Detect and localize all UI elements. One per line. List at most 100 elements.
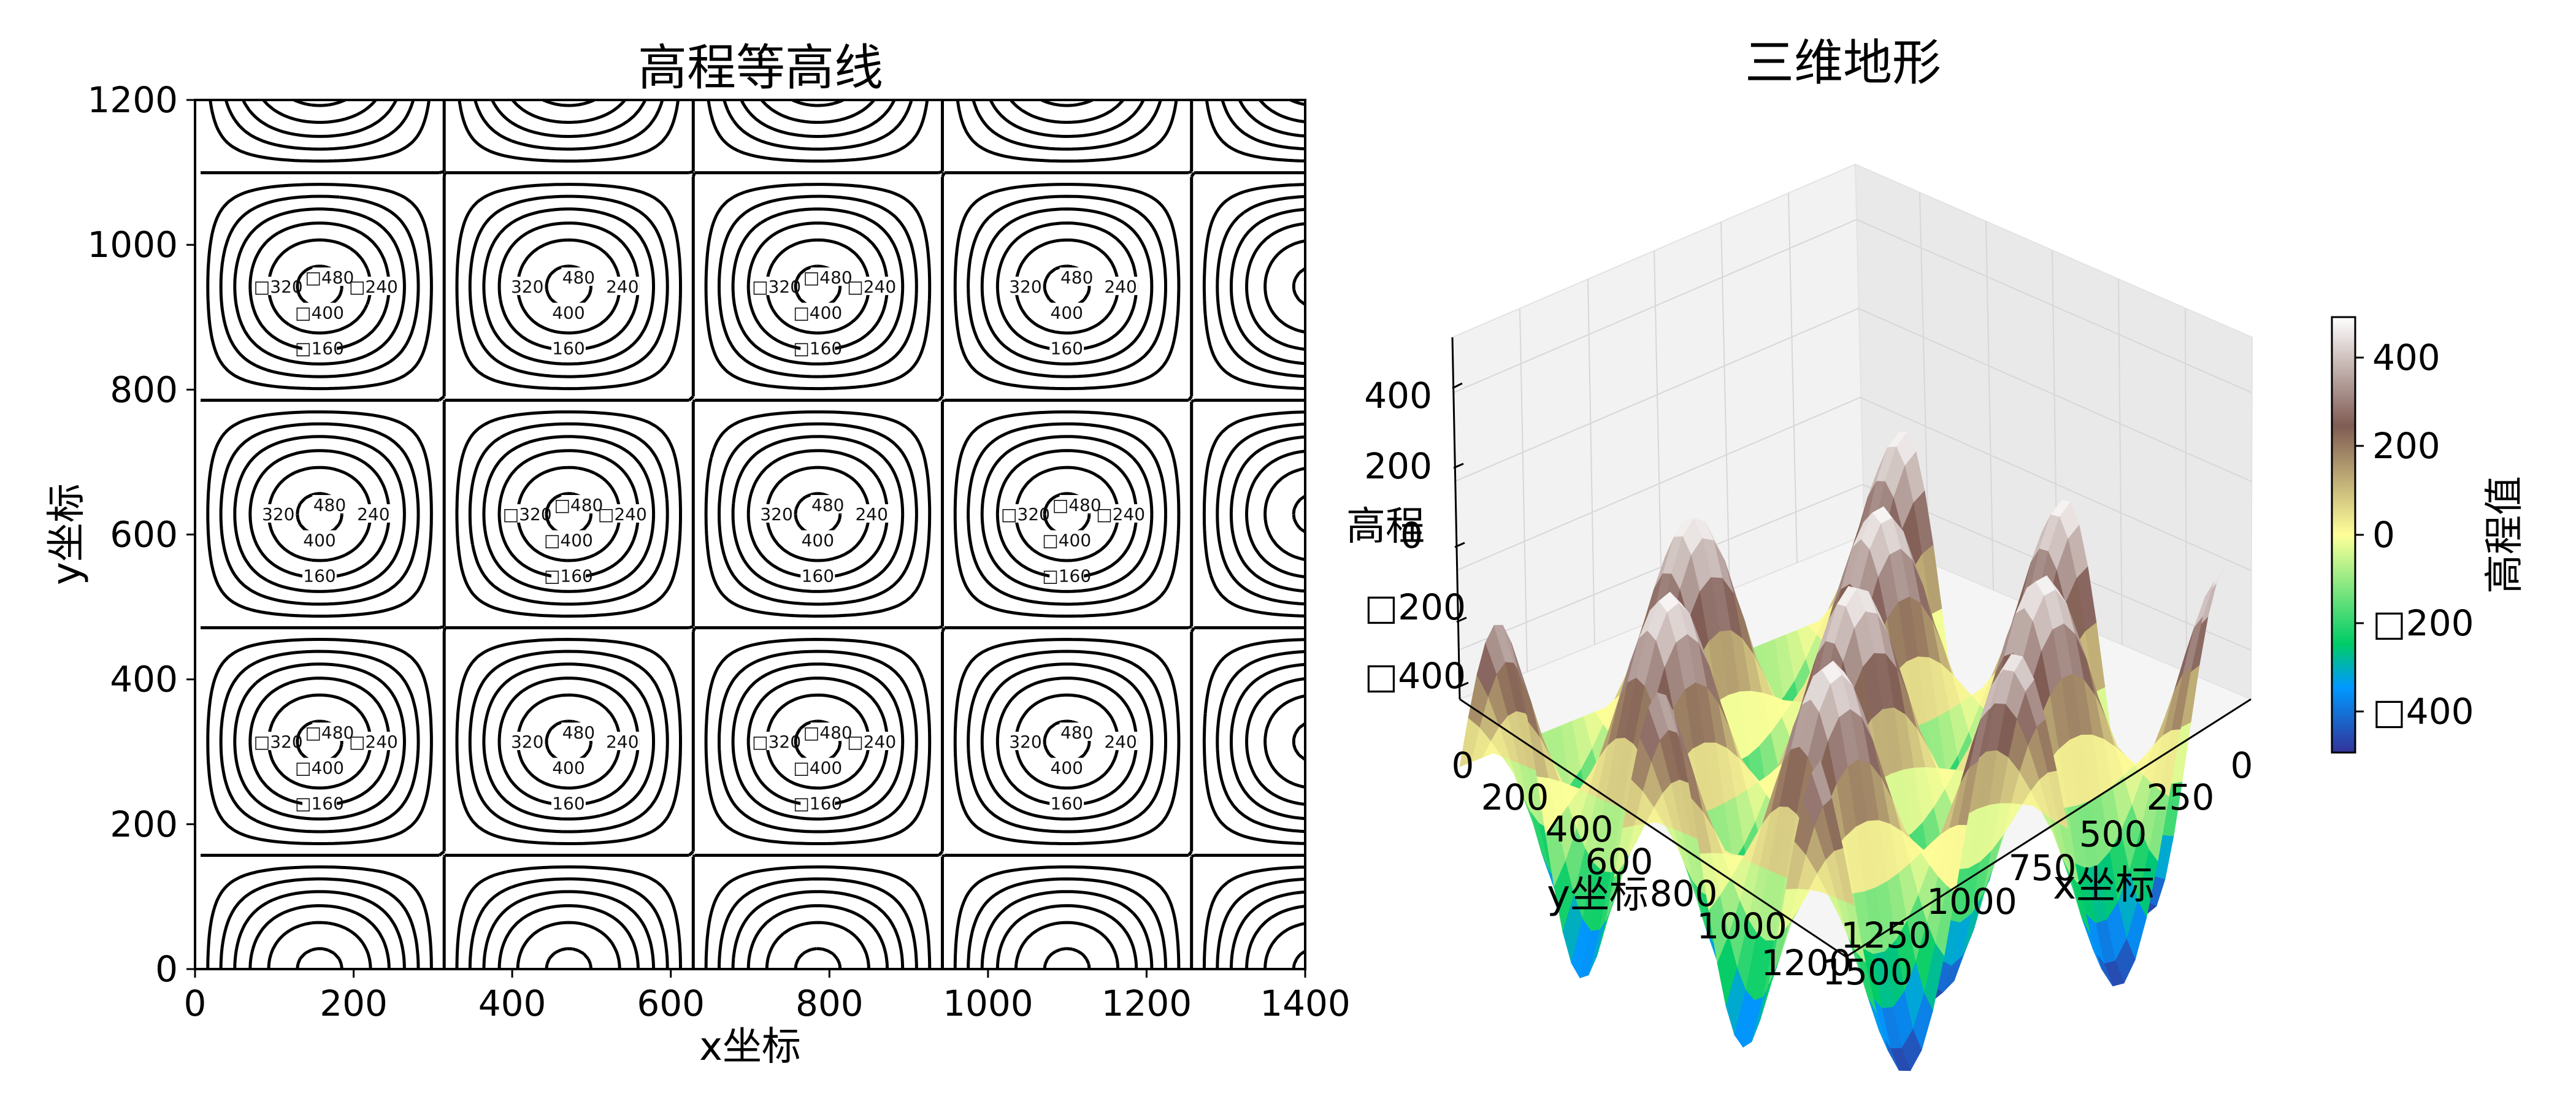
- x3d-tick-label: 0: [2231, 745, 2253, 786]
- contour-label-bg: [261, 277, 296, 296]
- z-tick-label: □400: [1364, 655, 1466, 697]
- contour-label-bg: [800, 565, 835, 585]
- contour-line--240: [233, 99, 1306, 970]
- contour-line-0: [201, 100, 1305, 969]
- contour-label-bg: [1049, 757, 1084, 776]
- contour-lines: [201, 98, 1306, 970]
- contour-label: □480: [554, 495, 603, 515]
- contour-label: □320: [752, 732, 801, 752]
- contour-label-bg: [1008, 277, 1043, 296]
- contour-label-bg: [1103, 504, 1138, 523]
- contour-label-bg: [561, 495, 596, 514]
- y-tick-label: 200: [110, 803, 178, 845]
- contour-label: □320: [503, 504, 552, 524]
- contour-label-bg: [356, 504, 391, 523]
- contour-label: 240: [1104, 732, 1137, 752]
- contour-label-bg: [510, 277, 545, 296]
- contour-label: □480: [305, 723, 354, 743]
- x-tick-label: 200: [320, 983, 388, 1024]
- contour-label-bg: [302, 338, 337, 357]
- contour-line-480: [296, 264, 1306, 970]
- contour-label-bg: [759, 504, 794, 523]
- contour-label: 400: [303, 531, 335, 551]
- contour-label-bg: [1008, 504, 1043, 523]
- y3d-axis-label: y坐标: [1547, 872, 1649, 918]
- contour-label: □400: [544, 531, 593, 551]
- colorbar-tick-label: □200: [2372, 602, 2474, 644]
- y3d-tick-label: 800: [1650, 873, 1718, 914]
- contour-label-bg: [551, 793, 586, 812]
- x3d-tick-label: 1250: [1841, 914, 1931, 956]
- surface-chart: 三维地形: [1346, 34, 2253, 1071]
- contour-label: 320: [262, 504, 294, 524]
- x3d-tick-label: 1500: [1822, 951, 1913, 993]
- surface-facet: [1811, 760, 1832, 807]
- contour-label: 320: [511, 732, 543, 752]
- colorbar-tick-label: 200: [2372, 425, 2440, 467]
- y-tick-label: 800: [110, 369, 178, 410]
- colorbar-tick-label: 400: [2372, 337, 2440, 378]
- contour-chart: 高程等高线 □160 □240 □320 □400 □480 160 240 320 400 48…: [44, 39, 1351, 1070]
- contour-label-bg: [561, 722, 596, 741]
- y3d-tick-label: 1000: [1696, 905, 1787, 947]
- contour-label-bg: [551, 757, 586, 776]
- colorbar: 400 200 0 □200 □400 高程值: [2331, 316, 2528, 754]
- x-tick-label: 400: [478, 983, 546, 1024]
- x3d-tick-label: 750: [2009, 847, 2077, 889]
- contour-label: □160: [295, 793, 344, 813]
- contour-y-axis-label: y坐标: [44, 483, 90, 585]
- contour-line--480: [296, 264, 1306, 970]
- contour-label: 240: [357, 504, 389, 524]
- contour-label: □400: [793, 303, 842, 323]
- contour-label: 400: [552, 303, 585, 323]
- contour-label-bg: [800, 338, 835, 357]
- contour-label-bg: [800, 757, 835, 776]
- y-tick-label: 400: [110, 659, 178, 700]
- x-tick-label: 0: [184, 983, 207, 1024]
- contour-label: □240: [1096, 504, 1145, 524]
- contour-line--160: [219, 99, 1306, 970]
- contour-title: 高程等高线: [638, 39, 883, 96]
- contour-label-bg: [261, 504, 296, 523]
- contour-label: □160: [295, 338, 344, 358]
- y3d-tick-label: 200: [1481, 776, 1549, 818]
- contour-label: 320: [1009, 732, 1041, 752]
- contour-label: 480: [811, 495, 844, 515]
- contour-label-bg: [810, 495, 845, 514]
- contour-label-bg: [551, 565, 586, 585]
- contour-label: □480: [803, 267, 853, 288]
- z-axis-label: 高程: [1346, 504, 1425, 550]
- contour-label-bg: [312, 495, 347, 514]
- x-tick-label: 1200: [1102, 983, 1192, 1024]
- x3d-tick-label: 500: [2079, 813, 2147, 855]
- x-tick-label: 600: [637, 983, 705, 1024]
- contour-label: 240: [1104, 277, 1137, 297]
- y3d-tick-label: 400: [1546, 808, 1614, 850]
- contour-label: □480: [803, 723, 853, 743]
- x-tick-label: 800: [795, 983, 864, 1024]
- contour-label: 160: [552, 338, 585, 358]
- contour-label-bg: [759, 732, 794, 751]
- contour-label-bg: [1049, 565, 1084, 585]
- contour-label-bg: [1049, 338, 1084, 357]
- contour-label: □240: [847, 277, 896, 297]
- contour-label: 480: [313, 495, 346, 515]
- colorbar-tick-label: □400: [2372, 691, 2474, 732]
- contour-label: □320: [752, 277, 801, 297]
- x-tick-label: 1400: [1260, 983, 1351, 1024]
- contour-label-bg: [1103, 732, 1138, 751]
- contour-labels: □160 □240 □320 □400 □480 160 240 320 400 480 □160 □…: [254, 267, 1145, 813]
- z-tick-label: 400: [1364, 375, 1432, 416]
- contour-label: □320: [254, 277, 303, 297]
- y3d-tick-label: 0: [1452, 745, 1474, 786]
- contour-label-bg: [605, 732, 640, 751]
- contour-label-bg: [800, 302, 835, 321]
- contour-label-bg: [1008, 732, 1043, 751]
- contour-label: 160: [552, 793, 585, 813]
- contour-label-bg: [854, 504, 889, 523]
- contour-label-bg: [1049, 302, 1084, 321]
- contour-label-bg: [1059, 267, 1094, 286]
- contour-label-bg: [1049, 530, 1084, 549]
- contour-label-bg: [356, 277, 391, 296]
- z-tick-label: 0: [1400, 515, 1423, 556]
